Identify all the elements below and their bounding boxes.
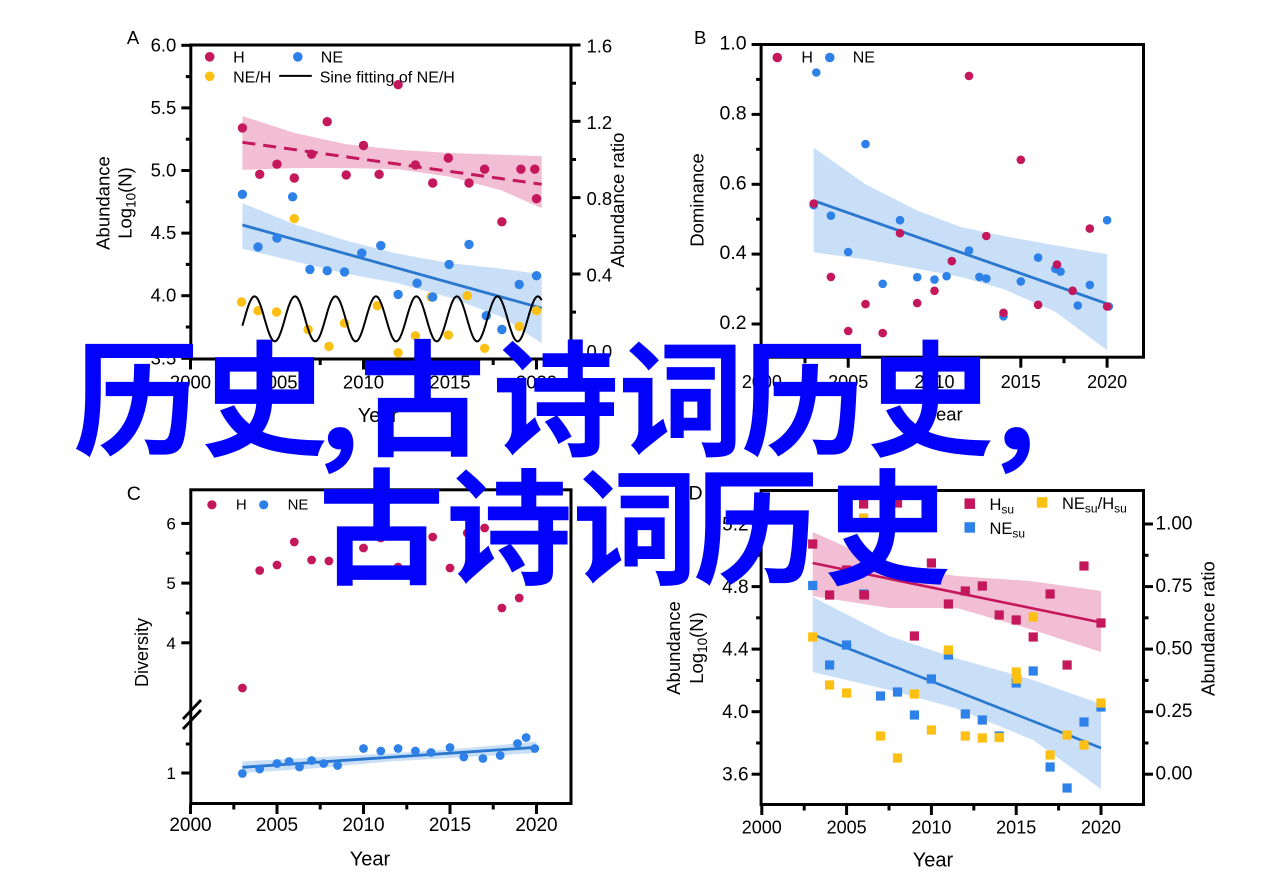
svg-text:5: 5 bbox=[166, 574, 175, 593]
svg-text:NE/H: NE/H bbox=[233, 70, 271, 87]
svg-text:H: H bbox=[801, 50, 813, 67]
svg-text:2020: 2020 bbox=[515, 815, 557, 836]
svg-text:2000: 2000 bbox=[169, 815, 211, 836]
svg-text:3.6: 3.6 bbox=[722, 765, 748, 786]
svg-text:NE: NE bbox=[321, 49, 343, 66]
svg-text:2010: 2010 bbox=[342, 815, 384, 836]
svg-text:2015: 2015 bbox=[429, 815, 471, 836]
svg-text:2020: 2020 bbox=[1081, 818, 1121, 838]
svg-text:Log10(N): Log10(N) bbox=[115, 167, 139, 239]
svg-text:NE: NE bbox=[853, 50, 875, 67]
svg-text:Dominance: Dominance bbox=[687, 153, 708, 247]
svg-text:Diversity: Diversity bbox=[132, 618, 152, 687]
svg-text:2000: 2000 bbox=[742, 818, 782, 838]
svg-text:6: 6 bbox=[166, 514, 175, 533]
svg-text:2020: 2020 bbox=[1087, 372, 1127, 392]
svg-text:Year: Year bbox=[350, 849, 391, 871]
svg-text:5.0: 5.0 bbox=[151, 160, 177, 181]
svg-text:0.6: 0.6 bbox=[719, 172, 746, 194]
svg-text:H: H bbox=[236, 497, 247, 514]
svg-text:D: D bbox=[689, 483, 703, 505]
svg-text:Year: Year bbox=[913, 850, 954, 872]
svg-text:Abundance: Abundance bbox=[663, 601, 684, 695]
svg-text:0.25: 0.25 bbox=[1156, 701, 1193, 722]
svg-text:1.6: 1.6 bbox=[587, 36, 613, 57]
svg-text:Hsu: Hsu bbox=[990, 496, 1015, 517]
svg-text:4.4: 4.4 bbox=[722, 640, 749, 661]
svg-text:0.50: 0.50 bbox=[1156, 639, 1193, 660]
svg-text:0.8: 0.8 bbox=[587, 188, 613, 209]
svg-text:4.0: 4.0 bbox=[151, 285, 177, 306]
svg-text:6.0: 6.0 bbox=[151, 34, 177, 55]
svg-text:4.0: 4.0 bbox=[722, 702, 748, 723]
svg-text:1.0: 1.0 bbox=[719, 33, 746, 55]
svg-text:4.5: 4.5 bbox=[151, 222, 177, 243]
svg-text:Abundance: Abundance bbox=[93, 156, 114, 250]
svg-text:0.00: 0.00 bbox=[1156, 764, 1193, 785]
svg-text:2005: 2005 bbox=[256, 815, 298, 836]
svg-text:0.4: 0.4 bbox=[719, 242, 746, 264]
svg-text:C: C bbox=[127, 483, 141, 505]
svg-text:0.8: 0.8 bbox=[719, 102, 746, 124]
svg-text:1: 1 bbox=[166, 764, 175, 783]
svg-text:0.75: 0.75 bbox=[1156, 576, 1193, 597]
svg-text:2015: 2015 bbox=[429, 372, 470, 393]
svg-text:Log10(N): Log10(N) bbox=[686, 612, 710, 684]
svg-text:4: 4 bbox=[166, 634, 175, 653]
svg-text:2010: 2010 bbox=[343, 372, 384, 393]
svg-text:A: A bbox=[127, 27, 140, 48]
svg-text:NEsu/Hsu: NEsu/Hsu bbox=[1062, 495, 1127, 516]
svg-text:5.5: 5.5 bbox=[151, 97, 177, 118]
svg-text:0.2: 0.2 bbox=[719, 312, 746, 334]
svg-text:Sine fitting of NE/H: Sine fitting of NE/H bbox=[320, 70, 455, 87]
svg-text:NE: NE bbox=[288, 497, 309, 514]
svg-text:Abundance ratio: Abundance ratio bbox=[607, 133, 628, 268]
svg-text:2005: 2005 bbox=[827, 818, 867, 838]
svg-text:2015: 2015 bbox=[1001, 372, 1041, 392]
svg-text:1.00: 1.00 bbox=[1156, 514, 1193, 535]
svg-text:NEsu: NEsu bbox=[990, 520, 1026, 541]
svg-text:B: B bbox=[694, 27, 706, 48]
svg-text:0.4: 0.4 bbox=[587, 265, 613, 286]
svg-text:Abundance ratio: Abundance ratio bbox=[1198, 561, 1219, 696]
svg-text:1.2: 1.2 bbox=[587, 112, 613, 133]
svg-text:2015: 2015 bbox=[996, 818, 1036, 838]
svg-text:2010: 2010 bbox=[911, 818, 951, 838]
svg-text:H: H bbox=[233, 49, 245, 66]
